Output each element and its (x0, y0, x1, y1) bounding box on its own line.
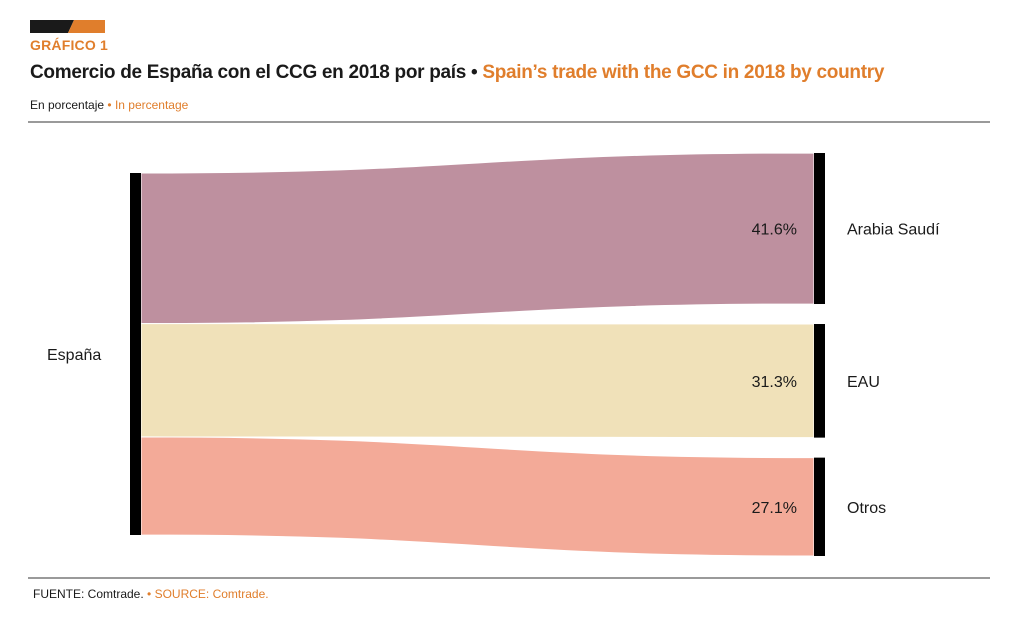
target-node-bar-eau (814, 324, 825, 438)
bottom-divider (28, 577, 990, 579)
value-label-arabia-saud-: 41.6% (752, 222, 797, 239)
subtitle-separator: • (104, 98, 115, 112)
target-node-bar-otros (814, 457, 825, 556)
source-separator: • (143, 587, 155, 601)
title-english: Spain’s trade with the GCC in 2018 by co… (482, 62, 885, 83)
source-node-bar (130, 173, 141, 535)
subtitle-spanish: En porcentaje (30, 98, 105, 112)
source-spanish: FUENTE: Comtrade. (33, 587, 144, 601)
value-label-otros: 27.1% (752, 500, 797, 517)
title-spanish: Comercio de España con el CCG en 2018 po… (30, 62, 467, 83)
brand-logo-bar (30, 20, 105, 33)
source-note: FUENTE: Comtrade. • SOURCE: Comtrade. (33, 587, 269, 601)
top-divider (28, 121, 990, 123)
target-node-label-otros: Otros (847, 500, 886, 517)
source-english: SOURCE: Comtrade. (154, 587, 269, 601)
subtitle-english: In percentage (114, 98, 189, 112)
nodes-group (130, 153, 825, 556)
flow-otros (140, 436, 815, 557)
target-node-label-eau: EAU (847, 374, 880, 391)
flow-eau (140, 323, 815, 439)
source-node-label: España (47, 347, 101, 364)
sankey-chart: España 41.6% Arabia Saudí 31.3% EAU 27.1% Otro… (47, 152, 940, 557)
title-separator: • (466, 62, 483, 83)
flow-arabia-saud- (140, 152, 815, 325)
chart-title: Comercio de España con el CCG en 2018 po… (30, 62, 884, 84)
chart-kicker: GRÁFICO 1 (30, 37, 109, 53)
value-label-eau: 31.3% (752, 374, 797, 391)
target-node-label-arabia-saud-: Arabia Saudí (847, 222, 940, 239)
target-node-bar-arabia-saud- (814, 153, 825, 305)
flows-group (140, 152, 815, 557)
chart-subtitle: En porcentaje • In percentage (30, 98, 188, 112)
labels-group: España 41.6% Arabia Saudí 31.3% EAU 27.1% Otro… (47, 222, 940, 517)
